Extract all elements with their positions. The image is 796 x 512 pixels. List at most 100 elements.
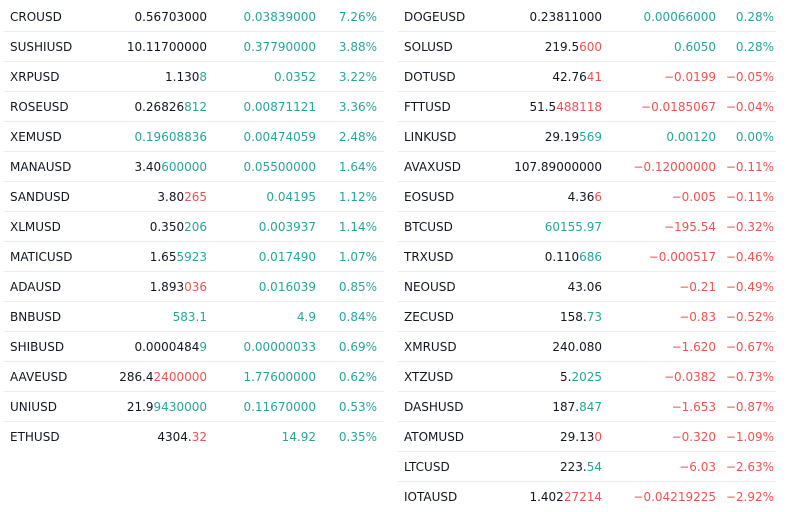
ticker-symbol: AVAXUSD [404,159,461,174]
last-price-base: 0.0000484 [134,339,200,354]
ticker-row-sandusd[interactable]: SANDUSD 3.80265 0.04195 1.12% [4,182,384,212]
ticker-row-linkusd[interactable]: LINKUSD 29.19569 0.00120 0.00% [398,122,776,152]
ticker-row-neousd[interactable]: NEOUSD 43.06 −0.21 −0.49% [398,272,776,302]
ticker-row-eosusd[interactable]: EOSUSD 4.366 −0.005 −0.11% [398,182,776,212]
ticker-change-percent: −0.49% [725,279,774,294]
ticker-change: −0.000517 [648,249,716,264]
last-price-changed-digits: 6 [594,189,602,204]
last-price-base: 286.4 [119,369,154,384]
ticker-row-manausd[interactable]: MANAUSD 3.40600000 0.05500000 1.64% [4,152,384,182]
ticker-row-xemusd[interactable]: XEMUSD 0.19608836 0.00474059 2.48% [4,122,384,152]
ticker-change-percent: 7.26% [338,9,377,24]
last-price-changed-digits: 265 [184,189,207,204]
last-price-base: 51.5 [529,99,557,114]
ticker-change-percent: 0.35% [338,429,377,444]
ticker-change: 0.003937 [258,219,316,234]
last-price-changed-digits: 0.19608836 [134,129,207,144]
ticker-change: −1.653 [671,399,716,414]
ticker-symbol: SUSHIUSD [10,39,73,54]
ticker-row-ethusd[interactable]: ETHUSD 4304.32 14.92 0.35% [4,422,384,451]
ticker-row-zecusd[interactable]: ZECUSD 158.73 −0.83 −0.52% [398,302,776,332]
last-price-base: 29.19 [544,129,580,144]
ticker-row-maticusd[interactable]: MATICUSD 1.655923 0.017490 1.07% [4,242,384,272]
ticker-last-price: 3.40600000 [104,160,207,174]
ticker-symbol: XRPUSD [10,69,60,84]
ticker-change-percent: 0.85% [338,279,377,294]
ticker-row-dotusd[interactable]: DOTUSD 42.7641 −0.0199 −0.05% [398,62,776,92]
ticker-row-roseusd[interactable]: ROSEUSD 0.26826812 0.00871121 3.36% [4,92,384,122]
ticker-symbol: CROUSD [10,9,62,24]
ticker-row-bnbusd[interactable]: BNBUSD 583.1 4.9 0.84% [4,302,384,332]
ticker-change: −0.0199 [663,69,716,84]
ticker-row-fttusd[interactable]: FTTUSD 51.5488118 −0.0185067 −0.04% [398,92,776,122]
last-price-changed-digits: 206 [184,219,207,234]
ticker-row-ltcusd[interactable]: LTCUSD 223.54 −6.03 −2.63% [398,452,776,482]
last-price-changed-digits: 686 [579,249,602,264]
ticker-last-price: 187.847 [502,400,602,414]
ticker-row-iotausd[interactable]: IOTAUSD 1.40227214 −0.04219225 −2.92% [398,482,776,511]
ticker-row-trxusd[interactable]: TRXUSD 0.110686 −0.000517 −0.46% [398,242,776,272]
ticker-last-price: 5.2025 [502,370,602,384]
ticker-symbol: ATOMUSD [404,429,465,444]
ticker-last-price: 0.00004849 [104,340,207,354]
last-price-changed-digits: 9 [199,339,207,354]
ticker-row-aaveusd[interactable]: AAVEUSD 286.42400000 1.77600000 0.62% [4,362,384,392]
ticker-symbol: ROSEUSD [10,99,69,114]
ticker-last-price: 42.7641 [502,70,602,84]
ticker-last-price: 0.56703000 [104,10,207,24]
ticker-change-percent: −0.32% [725,219,774,234]
ticker-row-shibusd[interactable]: SHIBUSD 0.00004849 0.00000033 0.69% [4,332,384,362]
last-price-base: 0.350 [149,219,185,234]
ticker-row-xlmusd[interactable]: XLMUSD 0.350206 0.003937 1.14% [4,212,384,242]
ticker-last-price: 51.5488118 [502,100,602,114]
ticker-symbol: TRXUSD [404,249,454,264]
last-price-base: 0.110 [544,249,580,264]
ticker-change: 0.00120 [666,129,716,144]
ticker-symbol: IOTAUSD [404,489,458,504]
ticker-symbol: DASHUSD [404,399,464,414]
last-price-changed-digits: 600 [579,39,602,54]
ticker-change-percent: −0.52% [725,309,774,324]
ticker-row-avaxusd[interactable]: AVAXUSD 107.89000000 −0.12000000 −0.11% [398,152,776,182]
ticker-row-xtzusd[interactable]: XTZUSD 5.2025 −0.0382 −0.73% [398,362,776,392]
ticker-last-price: 0.23811000 [502,10,602,24]
last-price-changed-digits: 73 [586,309,602,324]
last-price-base: 3.40 [134,159,162,174]
ticker-row-atomusd[interactable]: ATOMUSD 29.130 −0.320 −1.09% [398,422,776,452]
ticker-change-percent: 0.00% [735,129,774,144]
ticker-change-percent: −2.63% [725,459,774,474]
ticker-row-dogeusd[interactable]: DOGEUSD 0.23811000 0.00066000 0.28% [398,2,776,32]
ticker-row-xmrusd[interactable]: XMRUSD 240.080 −1.620 −0.67% [398,332,776,362]
ticker-symbol: EOSUSD [404,189,455,204]
last-price-base: 107.89000000 [514,159,602,174]
ticker-row-sushiusd[interactable]: SUSHIUSD 10.11700000 0.37790000 3.88% [4,32,384,62]
last-price-base: 10.11700000 [126,39,207,54]
ticker-change: −1.620 [671,339,716,354]
last-price-base: 223. [560,459,587,474]
last-price-changed-digits: 583.1 [172,309,207,324]
ticker-symbol: UNIUSD [10,399,57,414]
ticker-row-adausd[interactable]: ADAUSD 1.893036 0.016039 0.85% [4,272,384,302]
ticker-row-crousd[interactable]: CROUSD 0.56703000 0.03839000 7.26% [4,2,384,32]
last-price-changed-digits: 9430000 [153,399,207,414]
ticker-row-dashusd[interactable]: DASHUSD 187.847 −1.653 −0.87% [398,392,776,422]
ticker-row-btcusd[interactable]: BTCUSD 60155.97 −195.54 −0.32% [398,212,776,242]
ticker-symbol: ETHUSD [10,429,60,444]
last-price-base: 43.06 [567,279,602,294]
last-price-changed-digits: 5923 [176,249,207,264]
ticker-symbol: BNBUSD [10,309,62,324]
ticker-symbol: LINKUSD [404,129,457,144]
ticker-last-price: 1.1308 [104,70,207,84]
ticker-change-percent: 0.28% [735,39,774,54]
last-price-base: 187. [552,399,580,414]
last-price-base: 1.893 [149,279,185,294]
last-price-changed-digits: 036 [184,279,207,294]
ticker-row-xrpusd[interactable]: XRPUSD 1.1308 0.0352 3.22% [4,62,384,92]
ticker-row-uniusd[interactable]: UNIUSD 21.99430000 0.11670000 0.53% [4,392,384,422]
ticker-change: 0.0352 [274,69,316,84]
ticker-last-price: 0.26826812 [104,100,207,114]
last-price-base: 0.26826 [134,99,185,114]
ticker-row-solusd[interactable]: SOLUSD 219.5600 0.6050 0.28% [398,32,776,62]
ticker-last-price: 0.19608836 [104,130,207,144]
ticker-change: 14.92 [281,429,316,444]
